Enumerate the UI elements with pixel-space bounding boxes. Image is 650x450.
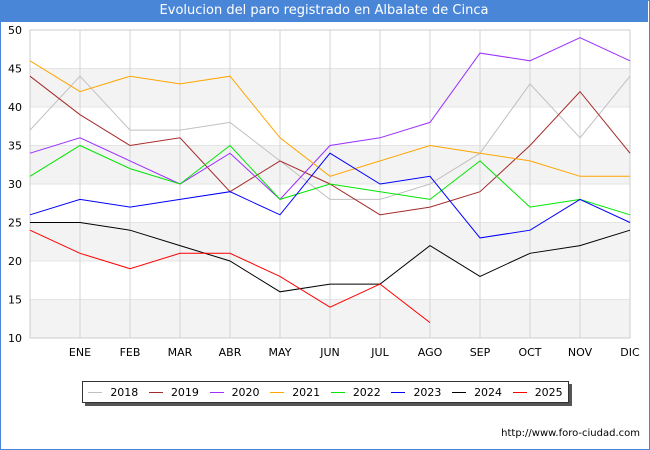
legend-label: 2018 — [110, 385, 139, 399]
y-tick-label: 50 — [8, 24, 22, 37]
legend: 2018 2019 2020 2021 2022 2023 2024 2025 — [82, 381, 569, 403]
series-line-2023 — [29, 152, 631, 239]
series-line-2025 — [29, 229, 431, 323]
legend-item-2022: 2022 — [330, 385, 381, 399]
x-tick-label: MAR — [168, 346, 193, 359]
legend-swatch — [270, 391, 285, 393]
y-tick-label: 25 — [8, 217, 22, 230]
x-tick-label: SEP — [470, 346, 491, 359]
series-line-2024 — [30, 222, 631, 293]
legend-item-2025: 2025 — [512, 385, 563, 399]
x-tick-label: JUN — [319, 346, 340, 359]
series-line-2020 — [29, 37, 631, 201]
legend-item-2021: 2021 — [270, 386, 320, 399]
legend-item-2023: 2023 — [391, 386, 441, 399]
y-tick-label: 45 — [8, 63, 22, 76]
x-tick-label: DIC — [620, 346, 640, 359]
legend-label: 2020 — [231, 385, 260, 399]
x-tick-label: FEB — [120, 346, 141, 359]
x-tick-label: MAY — [269, 346, 292, 359]
y-tick-labels: 10 15 20 25 30 35 40 45 50 — [8, 24, 22, 345]
legend-swatch — [512, 391, 527, 393]
legend-label: 2021 — [292, 385, 321, 399]
legend-swatch — [209, 391, 224, 393]
legend-swatch — [452, 391, 467, 393]
x-tick-labels: ENE FEB MAR ABR MAY JUN JUL AGO SEP OCT NOV DIC — [69, 346, 640, 359]
legend-item-2020: 2020 — [209, 385, 260, 399]
series-lines — [29, 37, 631, 323]
legend-swatch — [330, 391, 345, 393]
legend-item-2019: 2019 — [148, 385, 199, 399]
chart-title: Evolucion del paro registrado en Albalat… — [0, 0, 648, 22]
y-tick-label: 15 — [8, 294, 22, 307]
legend-item-2024: 2024 — [452, 386, 502, 399]
x-tick-label: ENE — [69, 346, 91, 359]
axes — [29, 29, 631, 339]
legend-label: 2022 — [352, 385, 381, 399]
source-url[interactable]: http://www.foro-ciudad.com — [501, 428, 640, 439]
legend-label: 2019 — [170, 385, 199, 399]
y-tick-label: 20 — [8, 255, 22, 268]
legend-swatch — [148, 391, 163, 393]
x-tick-label: NOV — [568, 346, 593, 359]
legend-label: 2023 — [413, 385, 442, 399]
plot-border — [29, 29, 631, 339]
x-tick-label: OCT — [518, 346, 541, 359]
series-line-2022 — [29, 144, 631, 216]
x-tick-label: JUL — [370, 346, 389, 359]
y-tick-label: 40 — [8, 101, 22, 114]
legend-label: 2024 — [474, 385, 503, 399]
y-tick-label: 10 — [8, 332, 22, 345]
legend-swatch — [391, 391, 406, 393]
x-tick-label: ABR — [219, 346, 242, 359]
legend-item-2018: 2018 — [88, 386, 138, 399]
series-line-2021 — [29, 60, 630, 177]
y-tick-label: 30 — [8, 178, 22, 191]
series-line-2018 — [29, 75, 631, 200]
legend-label: 2025 — [534, 385, 563, 399]
x-tick-label: AGO — [418, 346, 443, 359]
y-tick-label: 35 — [8, 140, 22, 153]
legend-swatch — [88, 391, 103, 393]
